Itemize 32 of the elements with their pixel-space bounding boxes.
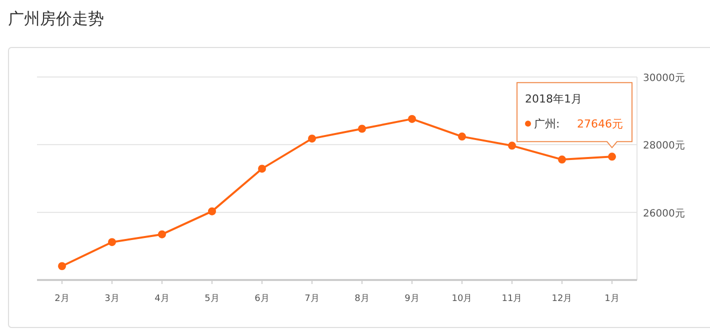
annotation: 2018年1月: [525, 92, 582, 106]
y-tick-label: 30000元: [643, 73, 685, 84]
point: [358, 124, 366, 133]
x-tick-label: 8月: [354, 294, 370, 304]
point: [208, 207, 216, 216]
point: [58, 262, 66, 270]
x-tick-label: 12月: [552, 294, 572, 304]
y-tick-label: 28000元: [643, 140, 685, 152]
x-tick-label: 11月: [502, 294, 522, 304]
point: [308, 134, 316, 143]
point: [508, 142, 516, 150]
x-tick-label: 5月: [204, 294, 220, 304]
point: [108, 238, 116, 246]
point: [458, 132, 466, 141]
x-tick-label: 9月: [404, 294, 420, 304]
data-label: 27646元: [577, 118, 623, 131]
x-tick-label: 4月: [154, 294, 170, 304]
point: [258, 164, 266, 173]
legend: 广州:: [525, 118, 560, 131]
chart-title: 广州房价走势: [8, 9, 104, 28]
x-tick-label: 6月: [254, 294, 270, 304]
x-tick-label: 1月: [604, 294, 620, 304]
legend-label: 广州:: [534, 118, 560, 131]
point: [158, 230, 166, 238]
x-tick-label: 7月: [304, 294, 320, 304]
x-tick-label: 3月: [104, 294, 120, 304]
point: [608, 152, 616, 161]
point: [558, 156, 566, 164]
y-tick-label: 26000元: [643, 208, 685, 220]
point: [408, 114, 416, 123]
x-tick-label: 2月: [54, 294, 70, 304]
x-tick-label: 10月: [452, 294, 472, 304]
